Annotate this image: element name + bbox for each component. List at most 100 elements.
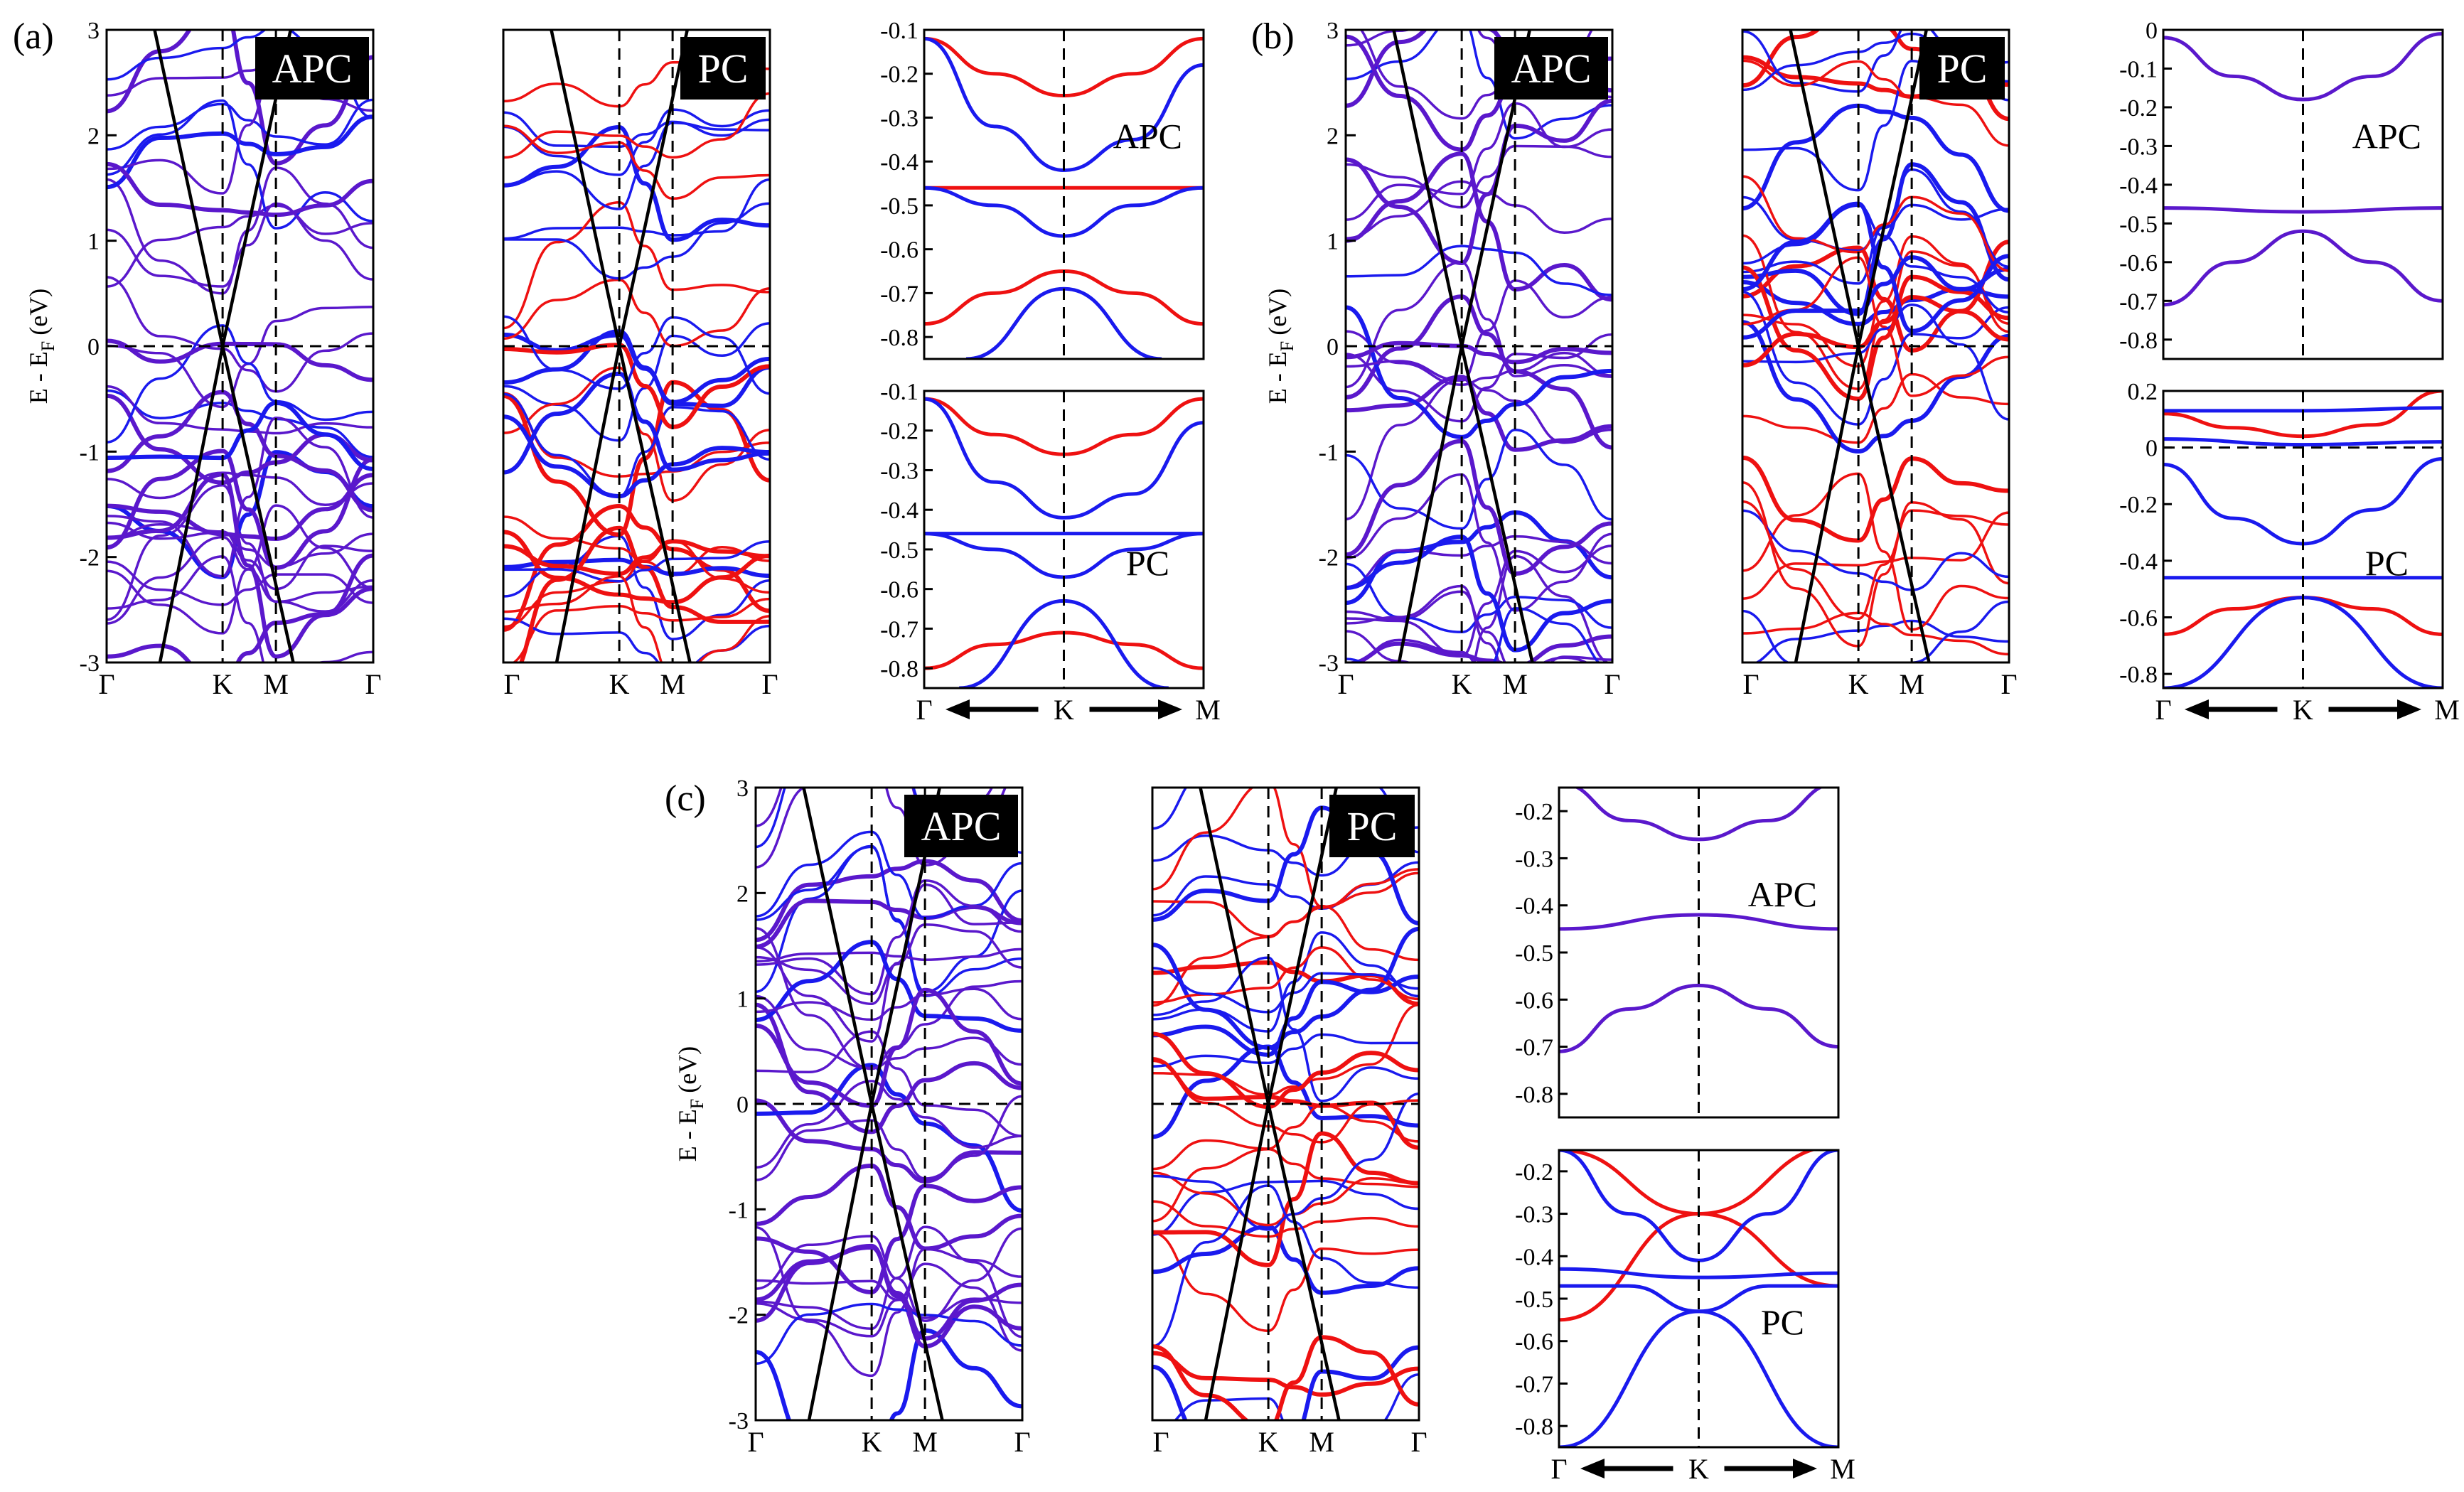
band-line xyxy=(107,560,373,606)
inset-band-line xyxy=(1559,1309,1838,1447)
band-line xyxy=(1742,500,2009,621)
band-line xyxy=(107,99,373,230)
y-tick-label: 0 xyxy=(736,1092,749,1118)
band-line xyxy=(756,1002,1022,1134)
y-tick-label: -0.8 xyxy=(880,325,918,351)
main-panel-a-pc: PC K M Γ Γ xyxy=(502,28,778,700)
x-tick-label: M xyxy=(1899,668,1924,700)
inset-band-line xyxy=(924,397,1204,456)
x-tick-label: Γ xyxy=(1742,668,1759,700)
band-line xyxy=(756,927,1022,1070)
band-line xyxy=(1152,1184,1419,1348)
y-tick-label: -0.7 xyxy=(1515,1371,1553,1397)
x-tick-label: Γ xyxy=(1604,668,1620,700)
inset-label: APC xyxy=(1113,117,1182,156)
band-line xyxy=(1346,279,1612,382)
path-label-k: K xyxy=(2293,694,2313,726)
y-axis-title-unit: (eV) xyxy=(24,289,53,336)
band-line xyxy=(1742,204,2009,313)
y-tick-label: -0.6 xyxy=(1515,1329,1553,1356)
path-label-m: M xyxy=(1830,1453,1855,1485)
band-line xyxy=(1742,291,2009,426)
band-line xyxy=(107,535,373,625)
band-line xyxy=(1742,372,2009,444)
y-tick-label: -0.1 xyxy=(2119,56,2158,82)
band-line xyxy=(756,1245,1022,1341)
band-line xyxy=(1346,378,1612,521)
y-tick-label: -0.6 xyxy=(1515,987,1553,1014)
band-line xyxy=(107,114,373,190)
band-line xyxy=(1152,861,1419,917)
band-line xyxy=(1742,295,2009,367)
band-line xyxy=(1742,481,2009,648)
x-tick-label: Γ xyxy=(503,668,520,700)
band-lines xyxy=(107,30,373,662)
path-label-m: M xyxy=(2434,694,2460,726)
panel-tag-box xyxy=(904,795,1018,857)
y-tick-label: -0.5 xyxy=(880,537,918,564)
band-line xyxy=(756,1225,1022,1338)
arrow-left-head xyxy=(2185,699,2209,719)
band-line xyxy=(1152,1131,1419,1267)
band-line xyxy=(1346,98,1612,266)
band-line xyxy=(1742,611,2009,656)
panel-frame xyxy=(502,28,771,664)
y-axis-title-sub: F xyxy=(687,1099,707,1109)
inset-band-line xyxy=(924,397,1204,520)
panel-label: (b) xyxy=(1251,16,1295,57)
band-line xyxy=(1152,1031,1419,1110)
inset-band-line xyxy=(1559,983,1838,1053)
band-line xyxy=(756,923,1022,1006)
band-line xyxy=(756,879,1022,996)
inset-label: PC xyxy=(1761,1302,1804,1342)
inset-b-apc: 0 -0.1 -0.2 -0.3 -0.4 -0.5 -0.6 -0.7 -0.8 APC xyxy=(2119,18,2444,360)
panel-tag: APC xyxy=(1511,45,1592,92)
x-tick-label: M xyxy=(912,1426,938,1458)
panel-frame xyxy=(1741,28,2010,664)
panel-label: (c) xyxy=(665,778,706,819)
y-tick-label: -0.4 xyxy=(880,149,918,176)
band-line xyxy=(1742,511,2009,600)
band-line xyxy=(503,111,770,149)
main-panel-b-pc: PC K M Γ Γ xyxy=(1741,28,2018,700)
y-tick-label: -0.2 xyxy=(880,419,918,445)
x-tick-label: Γ xyxy=(2000,668,2017,700)
y-tick-label: -0.2 xyxy=(2119,492,2158,518)
band-line xyxy=(1346,439,1612,576)
y-axis-title-unit: (eV) xyxy=(1263,289,1292,336)
inset-label: PC xyxy=(1126,543,1169,583)
x-tick-label: K xyxy=(609,668,630,700)
band-line xyxy=(107,522,373,591)
x-tick-label: M xyxy=(660,668,685,700)
band-line xyxy=(1346,294,1612,450)
band-line xyxy=(519,525,770,662)
y-tick-label: -1 xyxy=(80,439,100,466)
band-line xyxy=(756,1262,1022,1352)
band-line xyxy=(756,1080,1022,1169)
x-tick-label: K xyxy=(1452,668,1472,700)
y-tick-label: -3 xyxy=(729,1408,749,1434)
x-tick-label: Γ xyxy=(1152,1426,1169,1458)
x-tick-label: Γ xyxy=(1337,668,1354,700)
band-line xyxy=(107,471,373,507)
y-axis-title: E - EF (eV) xyxy=(24,289,58,404)
band-line xyxy=(1152,788,1419,908)
y-tick-label: -0.4 xyxy=(2119,173,2158,199)
path-label-k: K xyxy=(1688,1453,1709,1485)
band-line xyxy=(107,324,373,444)
band-line xyxy=(1346,590,1589,662)
arrow-right-head xyxy=(2397,699,2421,719)
band-line xyxy=(107,98,373,151)
band-line xyxy=(1742,201,2009,333)
band-line xyxy=(1346,261,1612,389)
x-tick-label: Γ xyxy=(747,1426,764,1458)
band-line xyxy=(503,315,770,395)
panel-frame xyxy=(1151,786,1420,1422)
band-line xyxy=(1346,606,1601,662)
band-line xyxy=(107,390,373,512)
inset-b-pc: 0.2 0 -0.2 -0.4 -0.6 -0.8 PC Γ K M xyxy=(2119,379,2460,726)
path-label-k: K xyxy=(1054,694,1074,726)
